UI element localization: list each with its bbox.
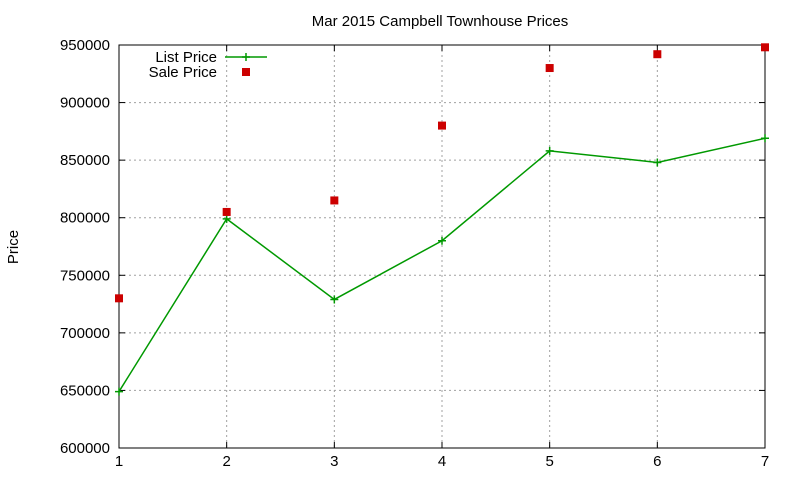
data-point	[330, 295, 339, 304]
data-point	[653, 50, 662, 59]
data-point	[761, 134, 769, 143]
legend-label: List Price	[155, 49, 217, 66]
legend-marker	[242, 53, 250, 61]
data-point	[761, 43, 769, 52]
y-tick-label: 950000	[60, 37, 110, 54]
x-tick-label: 4	[438, 453, 446, 470]
legend-label: Sale Price	[149, 64, 217, 81]
chart-title: Mar 2015 Campbell Townhouse Prices	[312, 13, 569, 30]
y-tick-label: 700000	[60, 325, 110, 342]
data-point	[330, 196, 339, 205]
data-point	[222, 214, 231, 223]
y-tick-label: 750000	[60, 267, 110, 284]
data-point	[545, 146, 554, 155]
y-tick-label: 650000	[60, 382, 110, 399]
y-axis: 600000 650000 700000 750000 800000 850000 9000…	[60, 37, 765, 457]
x-tick-label: 6	[653, 453, 661, 470]
grid	[119, 45, 765, 448]
series-layer	[115, 43, 769, 396]
x-tick-label: 3	[330, 453, 338, 470]
legend-marker	[242, 68, 250, 76]
x-tick-label: 7	[761, 453, 769, 470]
x-tick-label: 1	[115, 453, 123, 470]
series-sale-price	[115, 43, 769, 303]
data-point	[653, 158, 662, 167]
x-axis: 1 2 3 4 5 6 7	[115, 45, 769, 470]
data-point	[222, 207, 231, 216]
data-point	[438, 236, 446, 245]
data-point	[438, 121, 446, 130]
x-tick-label: 5	[545, 453, 553, 470]
data-point	[115, 294, 123, 303]
y-tick-label: 850000	[60, 152, 110, 169]
y-tick-label: 600000	[60, 440, 110, 457]
y-tick-label: 800000	[60, 210, 110, 227]
x-tick-label: 2	[222, 453, 230, 470]
y-tick-label: 900000	[60, 95, 110, 112]
series-list-price	[115, 134, 769, 396]
data-point	[115, 387, 123, 396]
y-axis-label: Price	[5, 230, 22, 264]
data-point	[545, 64, 554, 73]
